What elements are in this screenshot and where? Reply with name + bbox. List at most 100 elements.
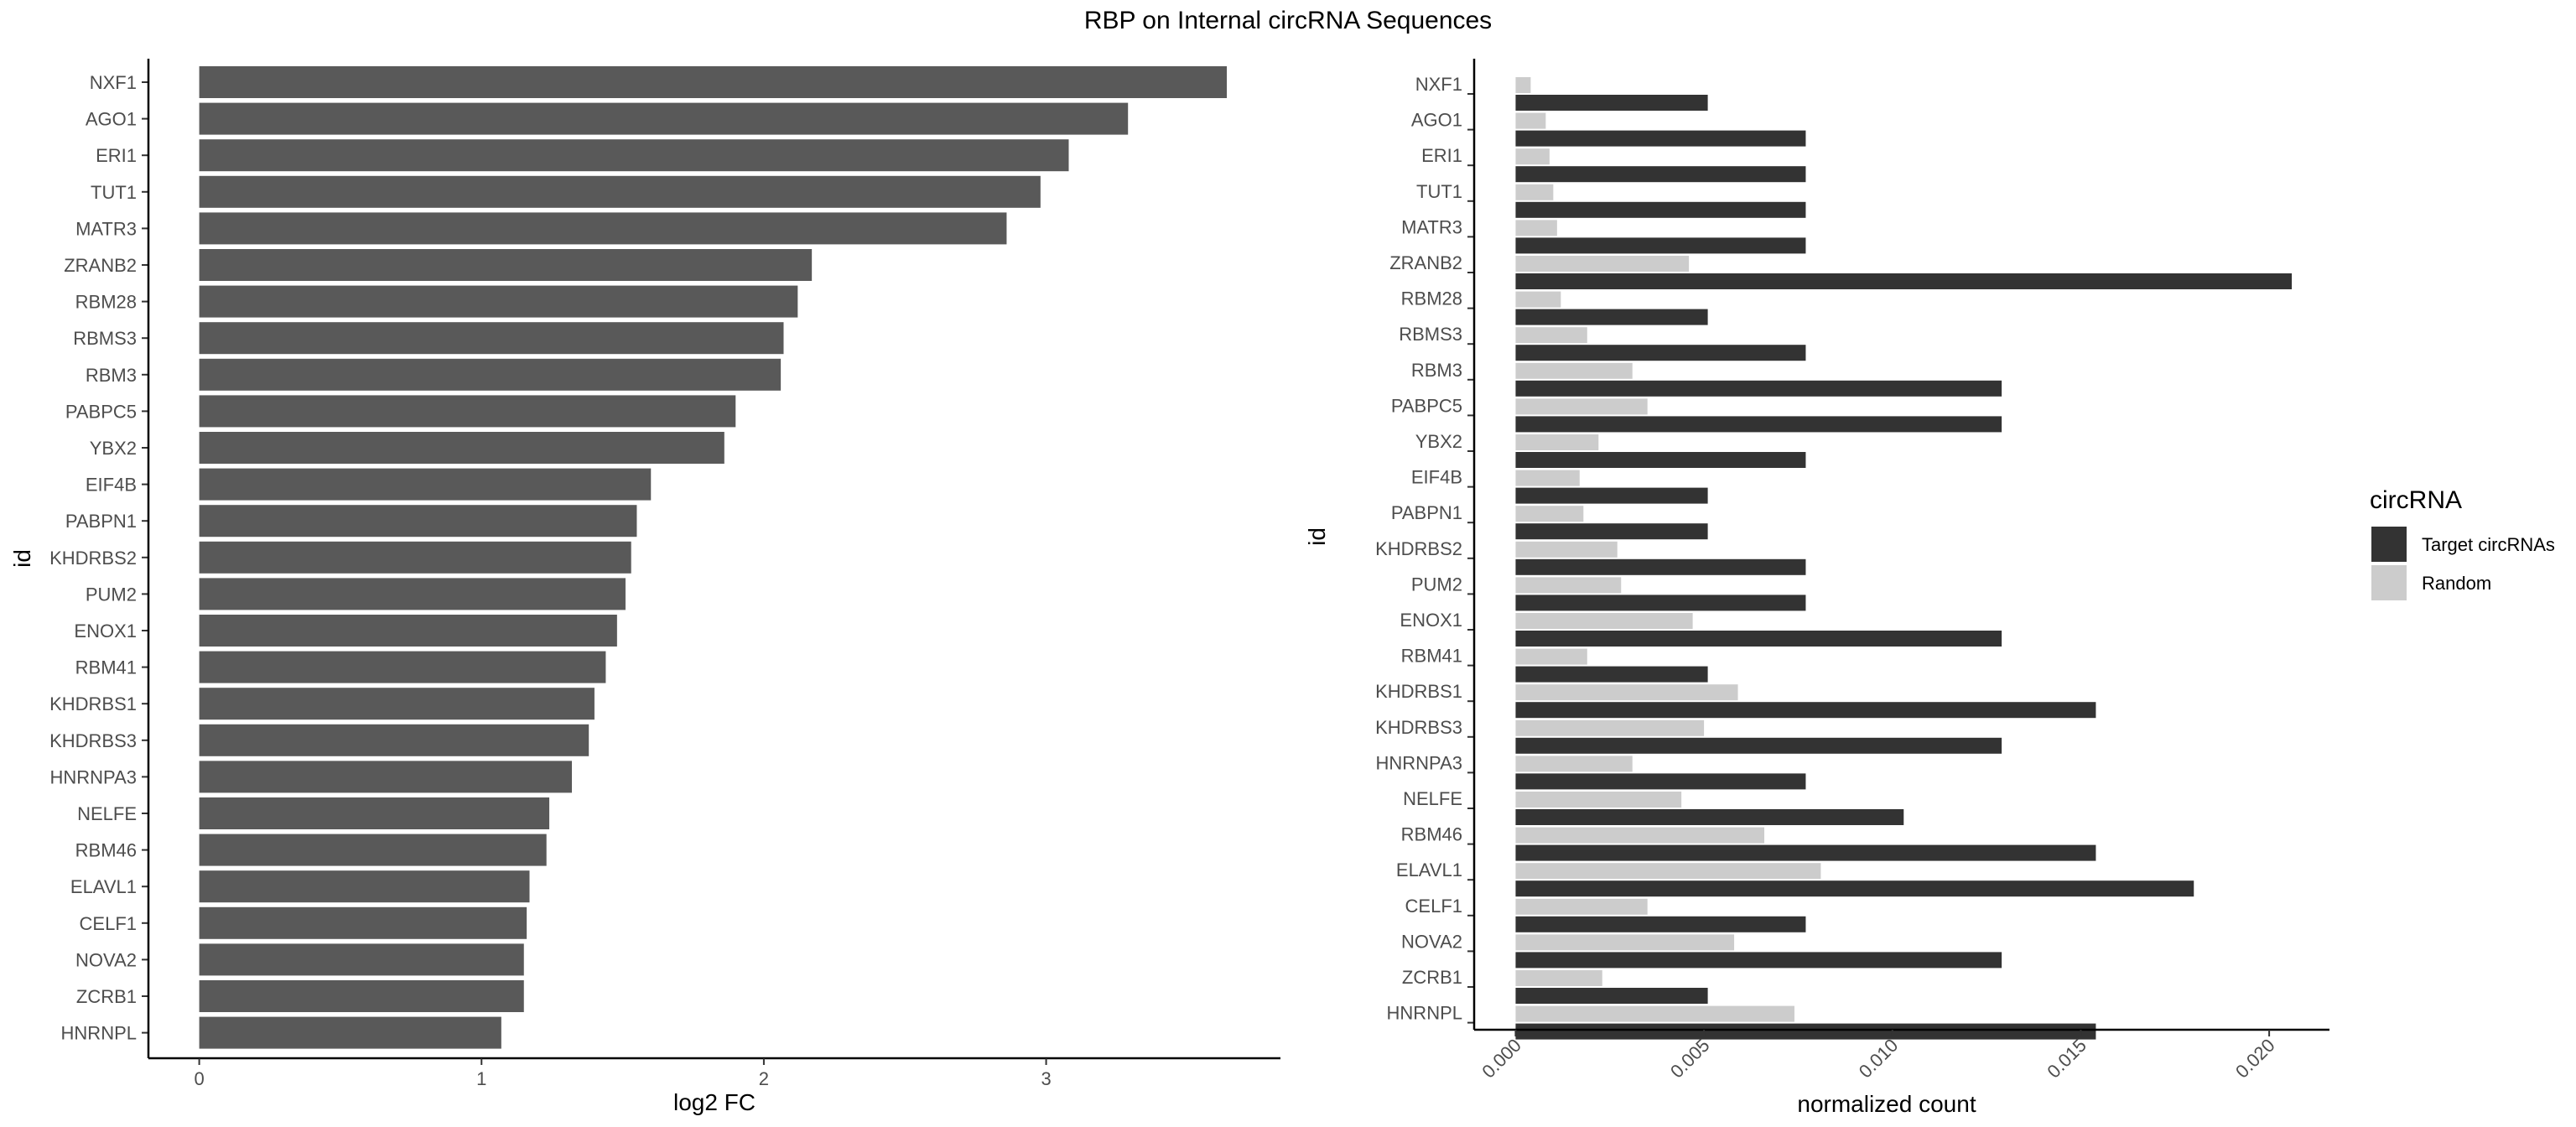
bar-pabpc5 xyxy=(199,395,736,428)
x-tick-label: 0.010 xyxy=(1855,1035,1903,1083)
y-tick-label-zcrb1: ZCRB1 xyxy=(1402,967,1462,988)
y-tick-label-eri1: ERI1 xyxy=(96,145,137,166)
bar-matr3 xyxy=(199,212,1007,245)
legend-swatch-target-circrnas xyxy=(2371,527,2407,562)
y-tick-label-nelfe: NELFE xyxy=(77,803,137,824)
bar-random-matr3 xyxy=(1515,220,1557,236)
bar-random-zcrb1 xyxy=(1515,970,1602,986)
y-tick-label-pabpc5: PABPC5 xyxy=(1391,395,1462,416)
bar-random-khdrbs1 xyxy=(1515,684,1738,701)
bar-target-pabpc5 xyxy=(1515,416,2002,433)
bar-random-khdrbs2 xyxy=(1515,541,1618,558)
bar-ago1 xyxy=(199,102,1129,135)
bar-target-rbm46 xyxy=(1515,844,2096,861)
y-tick-label-ybx2: YBX2 xyxy=(1415,431,1462,452)
bar-target-eif4b xyxy=(1515,487,1708,504)
bar-nelfe xyxy=(199,797,550,829)
y-tick-label-khdrbs3: KHDRBS3 xyxy=(49,730,137,751)
y-tick-label-ybx2: YBX2 xyxy=(90,438,137,459)
bar-target-rbm3 xyxy=(1515,380,2002,397)
y-tick-label-celf1: CELF1 xyxy=(1405,896,1462,917)
bar-random-nxf1 xyxy=(1515,77,1531,93)
bar-target-ago1 xyxy=(1515,130,1806,147)
x-tick-label: 0.015 xyxy=(2043,1035,2090,1083)
y-tick-label-pabpn1: PABPN1 xyxy=(65,511,137,532)
bar-rbm3 xyxy=(199,358,782,391)
y-tick-label-elavl1: ELAVL1 xyxy=(70,876,137,897)
x-tick-label: 0.020 xyxy=(2231,1035,2279,1083)
y-tick-label-zranb2: ZRANB2 xyxy=(64,255,137,276)
y-tick-label-nova2: NOVA2 xyxy=(1401,931,1462,952)
y-tick-label-nxf1: NXF1 xyxy=(90,72,137,93)
y-tick-label-celf1: CELF1 xyxy=(80,913,137,934)
bar-target-zcrb1 xyxy=(1515,988,1708,1004)
bar-target-rbm41 xyxy=(1515,666,1708,683)
bar-nova2 xyxy=(199,943,524,976)
bar-target-matr3 xyxy=(1515,237,1806,254)
bar-random-khdrbs3 xyxy=(1515,719,1705,736)
bar-random-rbm46 xyxy=(1515,827,1764,844)
bar-target-celf1 xyxy=(1515,916,1806,932)
bar-random-elavl1 xyxy=(1515,863,1821,880)
y-tick-label-zranb2: ZRANB2 xyxy=(1389,252,1462,273)
bar-rbm41 xyxy=(199,651,606,683)
bar-random-eif4b xyxy=(1515,470,1580,486)
bar-random-enox1 xyxy=(1515,613,1693,629)
bar-random-tut1 xyxy=(1515,184,1554,200)
y-tick-label-pabpn1: PABPN1 xyxy=(1391,502,1462,523)
x-tick-label: 0.005 xyxy=(1666,1035,1714,1083)
bar-target-khdrbs1 xyxy=(1515,702,2096,719)
bar-zranb2 xyxy=(199,249,813,281)
legend-swatch-random xyxy=(2371,565,2407,600)
bar-rbms3 xyxy=(199,322,784,355)
y-tick-label-enox1: ENOX1 xyxy=(74,621,137,641)
bar-target-nxf1 xyxy=(1515,95,1708,111)
bar-random-hnrnpa3 xyxy=(1515,756,1633,772)
bar-khdrbs1 xyxy=(199,688,595,720)
y-tick-label-hnrnpa3: HNRNPA3 xyxy=(49,766,137,787)
x-tick-label: 2 xyxy=(759,1068,769,1089)
y-tick-label-rbm41: RBM41 xyxy=(75,657,137,678)
bar-random-ago1 xyxy=(1515,112,1546,129)
y-tick-label-hnrnpl: HNRNPL xyxy=(61,1023,137,1044)
y-tick-label-tut1: TUT1 xyxy=(91,182,137,203)
y-tick-label-pabpc5: PABPC5 xyxy=(65,401,137,422)
bar-hnrnpa3 xyxy=(199,761,572,793)
bar-random-pabpc5 xyxy=(1515,398,1648,415)
bar-elavl1 xyxy=(199,870,530,903)
y-tick-label-khdrbs2: KHDRBS2 xyxy=(1375,538,1462,559)
bar-random-ybx2 xyxy=(1515,434,1599,450)
y-tick-label-rbm41: RBM41 xyxy=(1401,646,1462,667)
bar-random-rbm41 xyxy=(1515,648,1587,665)
legend-title: circRNA xyxy=(2370,486,2462,514)
bar-target-khdrbs3 xyxy=(1515,737,2002,754)
y-tick-label-pum2: PUM2 xyxy=(86,584,137,605)
bar-enox1 xyxy=(199,615,617,647)
y-tick-label-nxf1: NXF1 xyxy=(1415,74,1462,95)
y-tick-label-pum2: PUM2 xyxy=(1411,574,1462,595)
bar-target-khdrbs2 xyxy=(1515,558,1806,575)
y-tick-label-eif4b: EIF4B xyxy=(1411,467,1462,488)
bar-target-nelfe xyxy=(1515,809,1904,825)
y-tick-label-tut1: TUT1 xyxy=(1416,181,1462,202)
legend-label-target-circrnas: Target circRNAs xyxy=(2422,534,2555,555)
y-tick-label-eri1: ERI1 xyxy=(1421,145,1462,166)
bar-target-enox1 xyxy=(1515,631,2002,647)
y-tick-label-rbm3: RBM3 xyxy=(86,365,137,386)
bar-khdrbs3 xyxy=(199,724,589,756)
bar-pum2 xyxy=(199,578,626,610)
y-tick-label-rbms3: RBMS3 xyxy=(73,328,137,349)
y-tick-label-nova2: NOVA2 xyxy=(75,949,137,970)
bar-target-eri1 xyxy=(1515,166,1806,183)
bar-random-rbm3 xyxy=(1515,362,1633,379)
bar-rbm28 xyxy=(199,285,798,318)
bar-target-rbm28 xyxy=(1515,309,1708,325)
y-tick-label-zcrb1: ZCRB1 xyxy=(76,986,137,1007)
y-tick-label-rbm46: RBM46 xyxy=(75,840,137,861)
bar-rbm46 xyxy=(199,834,547,866)
y-tick-label-nelfe: NELFE xyxy=(1403,788,1462,809)
y-tick-label-ago1: AGO1 xyxy=(1411,110,1462,131)
bar-tut1 xyxy=(199,175,1041,208)
x-tick-label: 0 xyxy=(194,1068,204,1089)
y-tick-label-ago1: AGO1 xyxy=(86,109,137,130)
